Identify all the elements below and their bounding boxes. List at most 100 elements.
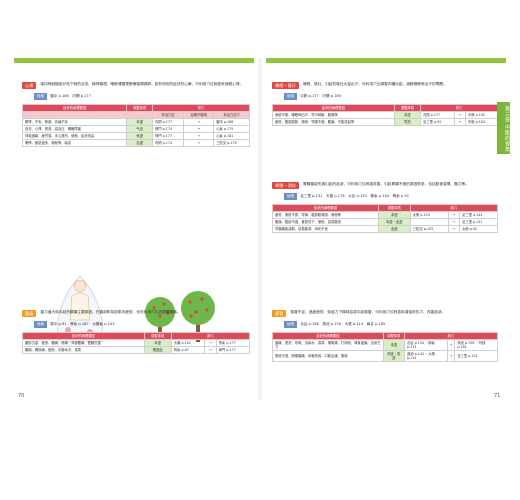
row-point-a: 足三里 p.92 (420, 117, 455, 127)
section-tag: 感冒 (272, 310, 287, 318)
table-header: 症状的病理要因 (272, 203, 379, 212)
row-cause: 呼吸困難、疲労感、手心發熱、便秘、症状改善 (21, 132, 128, 141)
symptom-table: 症状的病理要因 调整体质 新穴 食慾不振、睡眠時出汗、胃中積聚、腹痛等 本虚 内… (272, 103, 498, 127)
row-point-b: 心兪 p.181 (213, 132, 250, 141)
arrow-icon: → (446, 350, 456, 363)
table-row: 血流、心悸、緊張、高血圧、睡眠障害 气血 神門 p.174 → 心兪 p.175 (21, 125, 250, 134)
table-header: 调整体质 (382, 331, 405, 340)
row-cause: 驚悸、脂肪過多、便秘等、喘息 (21, 139, 128, 148)
table-header: 本治穴位⑪ (213, 110, 250, 119)
section-description: 睡眠、嘔吐、引起的嘔吐大量出汗，可利用穴位調整内臟功能，減輕睡眠時出汗的問題。 (302, 82, 447, 86)
arrow-icon: → (183, 125, 215, 134)
table-header: 症状的病理要因 (21, 103, 128, 112)
arrow-icon: → (447, 217, 461, 227)
section-tag: 胃腸・消化 (272, 182, 299, 190)
row-point-b: 足三里 p.131 (454, 350, 498, 363)
arrow-icon: → (204, 338, 217, 347)
top-accent-bar-left (14, 58, 254, 63)
row-cause: 腹痛、腹部不適、食慾低下、便秘、容易腹瀉 (272, 217, 379, 227)
section-tag: 腰痛 (22, 310, 37, 318)
table-header: 症状的病理要因 (272, 103, 395, 112)
page-gutter (258, 58, 262, 400)
table-row: 食慾不振、睡眠時出汗、胃中積聚、腹痛等 本虚 内関 p.177 → 中脘 p.1… (272, 110, 498, 119)
row-point-a: 内関 p.174 (151, 139, 185, 148)
row-point-b: 中脘 p.192 (465, 110, 498, 119)
book-spread: 心療 維持神経機能が低下時的血流、精神循環、睡眠清醒是鬱療循環調節，若有特別的症… (14, 58, 506, 400)
row-point-b: 心兪 p.175 (213, 125, 250, 134)
meridian-row: 经络 中脘 p.177 内關 p.180 (272, 93, 498, 100)
symptom-table: 症状的病理要因 调整体质 新穴 腰部沉重、疲勞、腰痛、疼痛、背部酸痛、雙腳沉重 … (22, 331, 251, 355)
arrow-icon: → (183, 132, 215, 141)
table-row: 發燒不退、咽喉腫痛、咳嗽痰黃、口乾舌燥、便秘 熱証・陰虚 曲池 p.144 ・大… (272, 350, 498, 363)
table-header: 症状的病理要因 (272, 331, 384, 340)
table-header: 调整体质 (377, 203, 411, 212)
row-point-b: 足三里 p.144 (459, 210, 498, 219)
row-point-a: 神門 p.177 (151, 132, 185, 141)
meridian-points: 合谷 p.158 風池 p.150 大椎 p.114 肩井 p.185 (300, 322, 386, 327)
table-header: 新穴 (152, 103, 250, 112)
row-type: 本虚・血虚 (377, 217, 411, 227)
section-description: 感冒不足，過度疲勞、免疫力下降時容易引起感冒，可利用穴位刺激來增強抵抗力、改善症… (290, 310, 446, 314)
row-point-a: 合谷 p.154 ・肺兪 p.113 (403, 338, 448, 352)
row-point-a: 曲池 p.144 ・大椎 p.114 (403, 350, 448, 363)
row-type: 胃熱 (393, 117, 422, 127)
table-header: 新穴 (403, 331, 499, 340)
section-description: 維持神経機能が低下時的血流、精神循環、睡眠清醒是鬱療循環調節，若有特別的症状的心… (40, 82, 244, 86)
row-cause: 腰部沉重、疲勞、腰痛、疼痛、背部酸痛、雙腳沉重 (22, 338, 145, 347)
chapter-side-tab[interactable]: 第三章 中医的视角 (497, 102, 510, 154)
table-row: 疲勞、腹部膨脹、便秘、胃腸不適、腹痛、不能放鬆等 胃熱 足三里 p.92 → 天… (272, 117, 498, 127)
row-cause: 發燒不退、咽喉腫痛、咳嗽痰黃、口乾舌燥、便秘 (272, 350, 384, 363)
section-tag: 心療 (22, 82, 37, 90)
meridian-row: 经络 合谷 p.158 風池 p.150 大椎 p.114 肩井 p.185 (272, 321, 498, 328)
row-point-b: 膻中 p.186 (213, 117, 250, 127)
arrow-icon: → (183, 117, 215, 127)
row-point-b: 天枢 p.184 (465, 117, 498, 127)
arrow-icon: → (447, 225, 461, 234)
row-point-a: 大腸 p.102 (170, 338, 206, 347)
row-point-a: 三陰交 p.153 (409, 225, 449, 234)
row-type: 熱証・陰虚 (382, 350, 405, 363)
meridian-points: 中脘 p.177 内關 p.180 (300, 94, 342, 99)
row-type: 本虚 (382, 338, 405, 352)
arrow-icon: → (446, 338, 456, 352)
table-header: 调整体质 (393, 103, 422, 112)
row-type: 陽虚証 (143, 345, 172, 355)
table-header: 调整体质 (126, 103, 153, 112)
row-cause: 食慾不振、睡眠時出汗、胃中積聚、腹痛等 (272, 110, 395, 119)
table-row: 驚悸、脂肪過多、便秘等、喘息 血虚 内関 p.174 → 三陰交 p.179 (21, 139, 250, 148)
table-header: 症状的病理要因 (22, 331, 145, 340)
section-tag: 睡眠・寝汗 (272, 82, 299, 90)
row-cause: 疲勞、食慾不振、胃痛、腹部脹滿感、便秘等 (272, 210, 379, 219)
row-type: 血虚 (126, 139, 153, 148)
meridian-label: 经络 (284, 93, 298, 100)
meridian-points: 足三里 p.131 天樞 p.176 大巨 p.153 胃兪 p.144 腎兪 … (300, 194, 409, 199)
top-accent-bar-right (266, 58, 506, 63)
row-point-a: 内関 p.177 (420, 110, 455, 119)
arrow-icon: → (183, 139, 215, 148)
meridian-label: 经络 (34, 93, 48, 100)
section-cold: 感冒 感冒不足，過度疲勞、免疫力下降時容易引起感冒，可利用穴位刺激來增強抵抗力、… (272, 310, 499, 363)
table-row: 腹痛、腹部不適、食慾低下、便秘、容易腹瀉 本虚・血虚 → 足三里 p.131 (272, 217, 498, 227)
section-stomach: 胃腸・消化 胃腸機能失調引起的症狀，可利用穴位刺激改善，引起胃腸不適的原因很多，… (272, 182, 499, 234)
row-type: 本虚 (377, 210, 411, 219)
arrow-icon: → (447, 210, 461, 219)
arrow-icon: → (453, 110, 467, 119)
table-row: 頭痛、發熱、咳嗽、流鼻水、惡寒、喉嚨痛、打噴嚏、渾身痠痛、全身乏力 本虚 合谷 … (272, 338, 498, 352)
page-number-left: 70 (18, 393, 25, 399)
row-type: 気虚 (126, 132, 153, 141)
table-row: 胃腸機能減弱、容易腹瀉、消化不良 血虚 三陰交 p.153 → 太衝 p.92 (272, 225, 498, 234)
row-point-b: 足三里 p.131 (459, 217, 498, 227)
row-point-b: 太衝 p.92 (459, 225, 498, 234)
table-header: 调整体质 (143, 331, 172, 340)
table-row: 驚悸、不安、焦慮、情緒不安 本虚 内関 p.177 → 膻中 p.186 (21, 117, 250, 127)
table-header: 新穴 (170, 331, 251, 340)
symptom-table: 症状的病理要因 调整体质 新穴 疲勞、食慾不振、胃痛、腹部脹滿感、便秘等 本虚 … (272, 203, 499, 234)
row-type: 本虚 (393, 110, 422, 119)
row-point-a: 太衝 p.153 (409, 210, 449, 219)
row-point-a: 内関 p.177 (151, 117, 185, 127)
section-sleep: 睡眠・寝汗 睡眠、嘔吐、引起的嘔吐大量出汗，可利用穴位調整内臟功能，減輕睡眠時出… (272, 82, 498, 127)
arrow-icon: → (453, 117, 467, 127)
meridian-row: 经络 委中 p.91 腎兪 p.187 大腸兪 p.103 (22, 321, 250, 328)
symptom-table: 症状的病理要因 调整体质 新穴 本治穴位 治療不能時 本治穴位⑪ 驚悸、不安、焦… (21, 103, 250, 148)
meridian-label: 经络 (34, 321, 48, 328)
